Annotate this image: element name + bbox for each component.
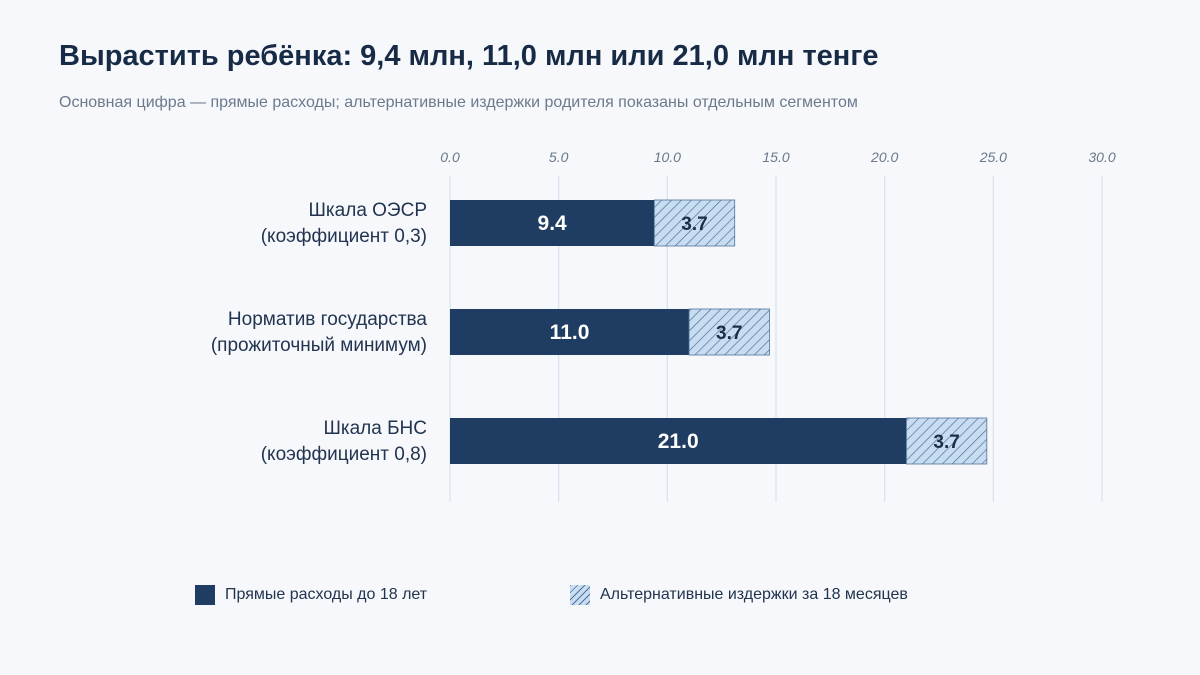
data-label-opportunity-costs: 3.7 — [681, 214, 707, 235]
category-label: (коэффициент 0,3) — [261, 226, 427, 247]
data-label-opportunity-costs: 3.7 — [716, 323, 742, 344]
legend-label-direct-costs: Прямые расходы до 18 лет — [225, 586, 428, 603]
category-label: Шкала БНС — [323, 418, 427, 439]
x-tick-label: 0.0 — [440, 149, 460, 165]
bar-direct-costs — [450, 309, 690, 355]
data-label-direct-costs: 11.0 — [550, 321, 590, 344]
legend: Прямые расходы до 18 лет Альтернативные … — [0, 585, 1200, 611]
data-label-direct-costs: 9.4 — [538, 212, 568, 235]
bar-opportunity-costs — [653, 199, 736, 247]
bars: 9.4 3.7 11.0 3.7 21.0 3.7 — [450, 199, 988, 465]
category-labels: Шкала ОЭСР (коэффициент 0,3) Норматив госу… — [211, 200, 428, 465]
x-axis-ticks: 0.0 5.0 10.0 15.0 20.0 25.0 30.0 — [440, 149, 1116, 165]
legend-swatch-direct-costs — [195, 585, 215, 605]
category-label: Шкала ОЭСР — [309, 200, 427, 221]
x-tick-label: 5.0 — [549, 149, 569, 165]
x-tick-label: 10.0 — [654, 149, 681, 165]
bar-opportunity-costs — [688, 308, 770, 356]
data-label-direct-costs: 21.0 — [658, 430, 699, 453]
bar-direct-costs — [450, 200, 655, 246]
category-label: (коэффициент 0,8) — [261, 444, 427, 465]
x-tick-label: 30.0 — [1088, 149, 1115, 165]
legend-item-direct-costs: Прямые расходы до 18 лет — [195, 585, 427, 605]
x-tick-label: 20.0 — [870, 149, 898, 165]
chart-title: Вырастить ребёнка: 9,4 млн, 11,0 млн или… — [59, 40, 879, 72]
legend-item-opportunity-costs: Альтернативные издержки за 18 месяцев — [570, 585, 908, 605]
category-label: (прожиточный минимум) — [211, 335, 427, 356]
legend-swatch-opportunity-costs — [570, 585, 590, 605]
bar-opportunity-costs — [906, 417, 988, 465]
bar-chart: 0.0 5.0 10.0 15.0 20.0 25.0 30.0 9.4 3.7 11.0 3.7… — [211, 149, 1116, 502]
x-tick-label: 15.0 — [762, 149, 789, 165]
bar-direct-costs — [450, 418, 907, 464]
legend-label-opportunity-costs: Альтернативные издержки за 18 месяцев — [600, 586, 908, 603]
data-label-opportunity-costs: 3.7 — [933, 432, 959, 453]
category-label: Норматив государства — [228, 309, 428, 330]
x-tick-label: 25.0 — [979, 149, 1007, 165]
chart-subtitle: Основная цифра — прямые расходы; альтерн… — [59, 94, 858, 111]
